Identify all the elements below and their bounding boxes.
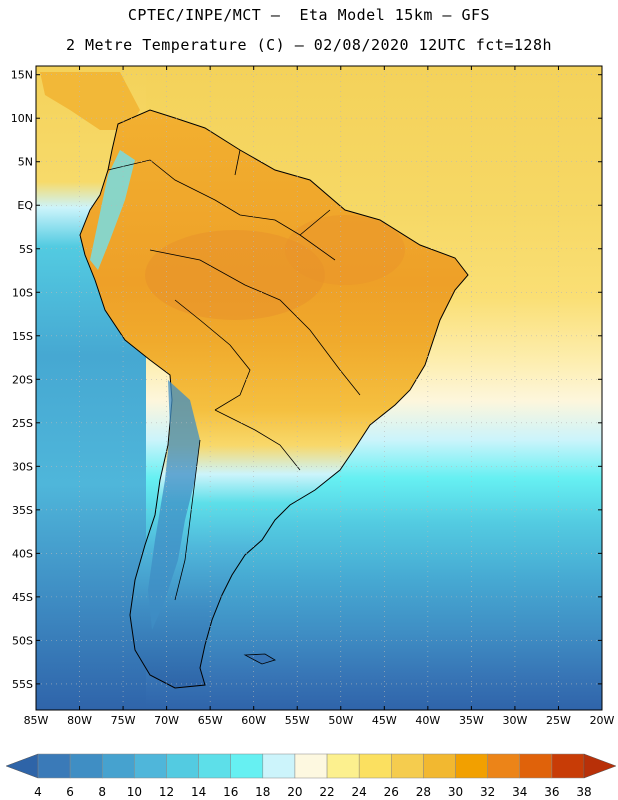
latitude-axis: 15N 10N 5N EQ 5S 10S 15S 20S 25S 30S 35S 40S 45S 50S 5… bbox=[11, 69, 602, 691]
latitude-label: 50S bbox=[12, 634, 33, 647]
map-frame bbox=[35, 65, 603, 711]
longitude-label: 50W bbox=[328, 714, 353, 727]
colorbar-label: 34 bbox=[512, 785, 527, 799]
amazon-hot-region-east bbox=[285, 215, 405, 285]
colorbar-swatch bbox=[166, 753, 199, 779]
colorbar-label: 12 bbox=[159, 785, 174, 799]
latitude-label: EQ bbox=[17, 199, 33, 212]
chart-title-line2: 2 Metre Temperature (C) – 02/08/2020 12U… bbox=[65, 36, 553, 54]
colorbar-swatch bbox=[37, 753, 71, 779]
longitude-label: 85W bbox=[24, 714, 49, 727]
latitude-label: 55S bbox=[12, 678, 33, 691]
colorbar-label: 32 bbox=[480, 785, 495, 799]
central-america-land bbox=[40, 72, 140, 130]
colorbar-label: 22 bbox=[319, 785, 334, 799]
latitude-label: 5S bbox=[19, 243, 33, 256]
colorbar-label: 14 bbox=[191, 785, 206, 799]
colorbar-swatch bbox=[326, 753, 360, 779]
colorbar-label: 6 bbox=[66, 785, 74, 799]
latitude-label: 30S bbox=[12, 460, 33, 473]
colorbar-swatch bbox=[101, 753, 135, 779]
amazon-hot-region bbox=[145, 230, 325, 320]
longitude-label: 65W bbox=[198, 714, 223, 727]
longitude-label: 45W bbox=[372, 714, 397, 727]
falkland-islands bbox=[243, 653, 276, 665]
latitude-label: 10S bbox=[12, 286, 33, 299]
colorbar-label: 28 bbox=[416, 785, 431, 799]
latitude-label: 45S bbox=[12, 591, 33, 604]
colorbar-label: 4 bbox=[34, 785, 42, 799]
longitude-label: 55W bbox=[285, 714, 310, 727]
colorbar-swatch bbox=[230, 753, 264, 779]
longitude-label: 60W bbox=[241, 714, 266, 727]
colorbar-swatch bbox=[198, 753, 231, 779]
longitude-label: 75W bbox=[111, 714, 136, 727]
longitude-label: 40W bbox=[415, 714, 440, 727]
latitude-label: 20S bbox=[12, 373, 33, 386]
latitude-label: 15N bbox=[11, 69, 33, 82]
latitude-label: 40S bbox=[12, 547, 33, 560]
colorbar-swatch bbox=[551, 753, 585, 779]
longitude-axis: 85W 80W 75W 70W 65W 60W 55W 50W 45W 40W 35W 30W 25W 2… bbox=[24, 66, 615, 727]
latitude-label: 25S bbox=[12, 417, 33, 430]
colorbar-label: 38 bbox=[576, 785, 591, 799]
colorbar-label: 8 bbox=[98, 785, 106, 799]
andes-cool-strip-north bbox=[90, 150, 135, 270]
colorbar-swatch bbox=[391, 753, 424, 779]
colorbar-label: 26 bbox=[384, 785, 399, 799]
longitude-label: 80W bbox=[67, 714, 92, 727]
longitude-label: 25W bbox=[546, 714, 571, 727]
colorbar-under-arrow bbox=[5, 753, 39, 779]
colorbar-label: 30 bbox=[448, 785, 463, 799]
colorbar-label: 10 bbox=[127, 785, 142, 799]
colorbar-swatch bbox=[262, 753, 296, 779]
latitude-label: 10N bbox=[11, 112, 33, 125]
longitude-label: 70W bbox=[154, 714, 179, 727]
latitude-label: 5N bbox=[18, 156, 33, 169]
latitude-label: 35S bbox=[12, 504, 33, 517]
colorbar-swatch bbox=[294, 753, 328, 779]
chart-title-line1: CPTEC/INPE/MCT – Eta Model 15km – GFS bbox=[127, 6, 491, 24]
colorbar-swatch bbox=[134, 753, 167, 779]
colorbar: 4 6 8 10 12 14 16 18 20 22 24 26 28 30 32 34 36 38 bbox=[5, 753, 617, 799]
longitude-label: 20W bbox=[590, 714, 615, 727]
andes-cool-strip-south bbox=[148, 380, 200, 630]
colorbar-label: 36 bbox=[544, 785, 559, 799]
longitude-label: 30W bbox=[502, 714, 527, 727]
colorbar-label: 16 bbox=[223, 785, 238, 799]
country-borders bbox=[107, 149, 361, 601]
colorbar-swatch bbox=[487, 753, 521, 779]
colorbar-swatch bbox=[519, 753, 553, 779]
colorbar-swatch bbox=[455, 753, 488, 779]
colorbar-label: 18 bbox=[255, 785, 270, 799]
colorbar-swatch bbox=[358, 753, 392, 779]
colorbar-over-arrow bbox=[583, 753, 617, 779]
longitude-label: 35W bbox=[459, 714, 484, 727]
colorbar-label: 24 bbox=[352, 785, 367, 799]
colorbar-swatch bbox=[69, 753, 103, 779]
colorbar-swatch bbox=[423, 753, 456, 779]
latitude-label: 15S bbox=[12, 330, 33, 343]
colorbar-label: 20 bbox=[287, 785, 302, 799]
